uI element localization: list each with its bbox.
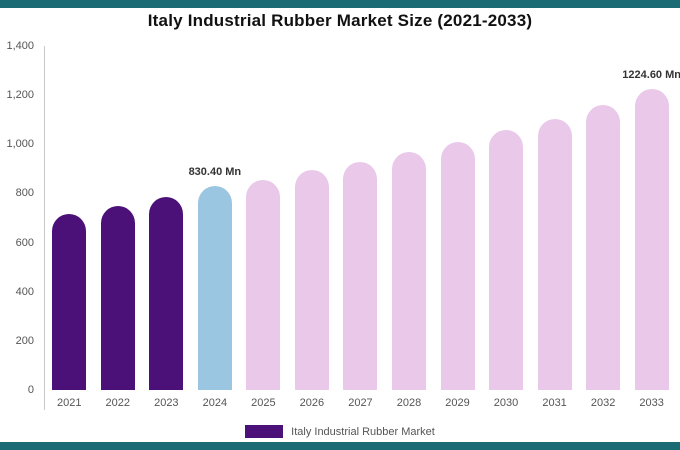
bar-slot-2024: 830.40 Mn 2024	[188, 46, 242, 410]
bar-zone	[288, 46, 337, 390]
bar-slot-2032: 2032	[579, 46, 628, 410]
bar-value-label-2033: 1224.60 Mn	[622, 69, 680, 82]
bar-2023[interactable]	[149, 197, 184, 390]
bar-slot-2027: 2027	[336, 46, 385, 410]
y-tick-label: 800	[15, 187, 34, 200]
legend-label: Italy Industrial Rubber Market	[291, 425, 435, 438]
bar-zone: 830.40 Mn	[188, 46, 242, 390]
bar-zone	[530, 46, 579, 390]
x-tick-label-2028: 2028	[396, 397, 422, 409]
bar-zone	[94, 46, 143, 390]
bar-2021[interactable]	[52, 214, 87, 390]
y-tick-label: 200	[15, 334, 34, 347]
x-tick-label-2033: 2033	[639, 397, 664, 409]
bar-value-label-2024: 830.40 Mn	[188, 165, 242, 178]
legend-item[interactable]: Italy Industrial Rubber Market	[0, 425, 680, 438]
chart-title: Italy Industrial Rubber Market Size (202…	[147, 11, 533, 30]
bar-slot-2029: 2029	[433, 46, 482, 410]
x-tick-label-2021: 2021	[57, 397, 82, 409]
bar-slot-2022: 2022	[94, 46, 143, 410]
bar-slot-2023: 2023	[142, 46, 191, 410]
y-tick-label: 400	[15, 285, 34, 298]
x-tick-label-2029: 2029	[445, 397, 470, 409]
bar-2027[interactable]	[343, 161, 378, 390]
x-tick-label-2022: 2022	[105, 397, 131, 409]
bar-zone	[433, 46, 482, 390]
bar-slot-2021: 2021	[45, 46, 94, 410]
bar-slot-2026: 2026	[288, 46, 337, 410]
x-tick-label-2023: 2023	[154, 397, 179, 409]
bar-2026[interactable]	[294, 170, 329, 390]
bar-2033[interactable]	[634, 89, 669, 390]
x-tick-label-2031: 2031	[542, 397, 567, 409]
bar-2028[interactable]	[391, 151, 426, 390]
bar-2025[interactable]	[246, 179, 281, 390]
bar-zone	[45, 46, 94, 390]
bar-zone	[336, 46, 385, 390]
y-tick-label: 0	[27, 384, 34, 396]
x-tick-label-2024: 2024	[202, 397, 228, 409]
bar-2022[interactable]	[100, 205, 135, 390]
bar-2031[interactable]	[537, 118, 572, 390]
y-axis: 0 200 400 600 800 1,000 1,200 1,400	[0, 40, 40, 396]
bar-slot-2025: 2025	[239, 46, 288, 410]
bar-zone	[142, 46, 191, 390]
bar-zone	[579, 46, 628, 390]
bar-zone	[385, 46, 434, 390]
x-tick-label-2030: 2030	[493, 397, 519, 409]
bar-slot-2031: 2031	[530, 46, 579, 410]
bar-2032[interactable]	[586, 104, 621, 390]
bar-slot-2033: 1224.60 Mn 2033	[622, 46, 680, 410]
bar-2030[interactable]	[489, 129, 524, 390]
y-tick-label: 600	[15, 236, 34, 249]
x-tick-label-2032: 2032	[590, 397, 616, 409]
x-tick-label-2025: 2025	[251, 397, 276, 409]
x-tick-label-2026: 2026	[299, 397, 325, 409]
bar-zone: 1224.60 Mn	[622, 46, 680, 390]
legend-swatch	[245, 425, 284, 438]
x-tick-label-2027: 2027	[348, 397, 373, 409]
bar-zone	[239, 46, 288, 390]
y-tick-label: 1,000	[6, 138, 34, 151]
bottom-border	[0, 442, 680, 450]
y-tick-label: 1,200	[6, 89, 34, 102]
bar-zone	[482, 46, 531, 390]
bar-2024[interactable]	[197, 185, 232, 390]
bar-slot-2028: 2028	[385, 46, 434, 410]
y-tick-label: 1,400	[6, 40, 34, 52]
bar-2029[interactable]	[440, 141, 475, 390]
top-border	[0, 0, 680, 8]
bar-slot-2030: 2030	[482, 46, 531, 410]
chart-area: 0 200 400 600 800 1,000 1,200 1,400 2021 2022 202…	[0, 40, 680, 410]
plot-area: 2021 2022 2023 830.40 Mn 2024 2025 2026 2027 202…	[44, 46, 680, 410]
